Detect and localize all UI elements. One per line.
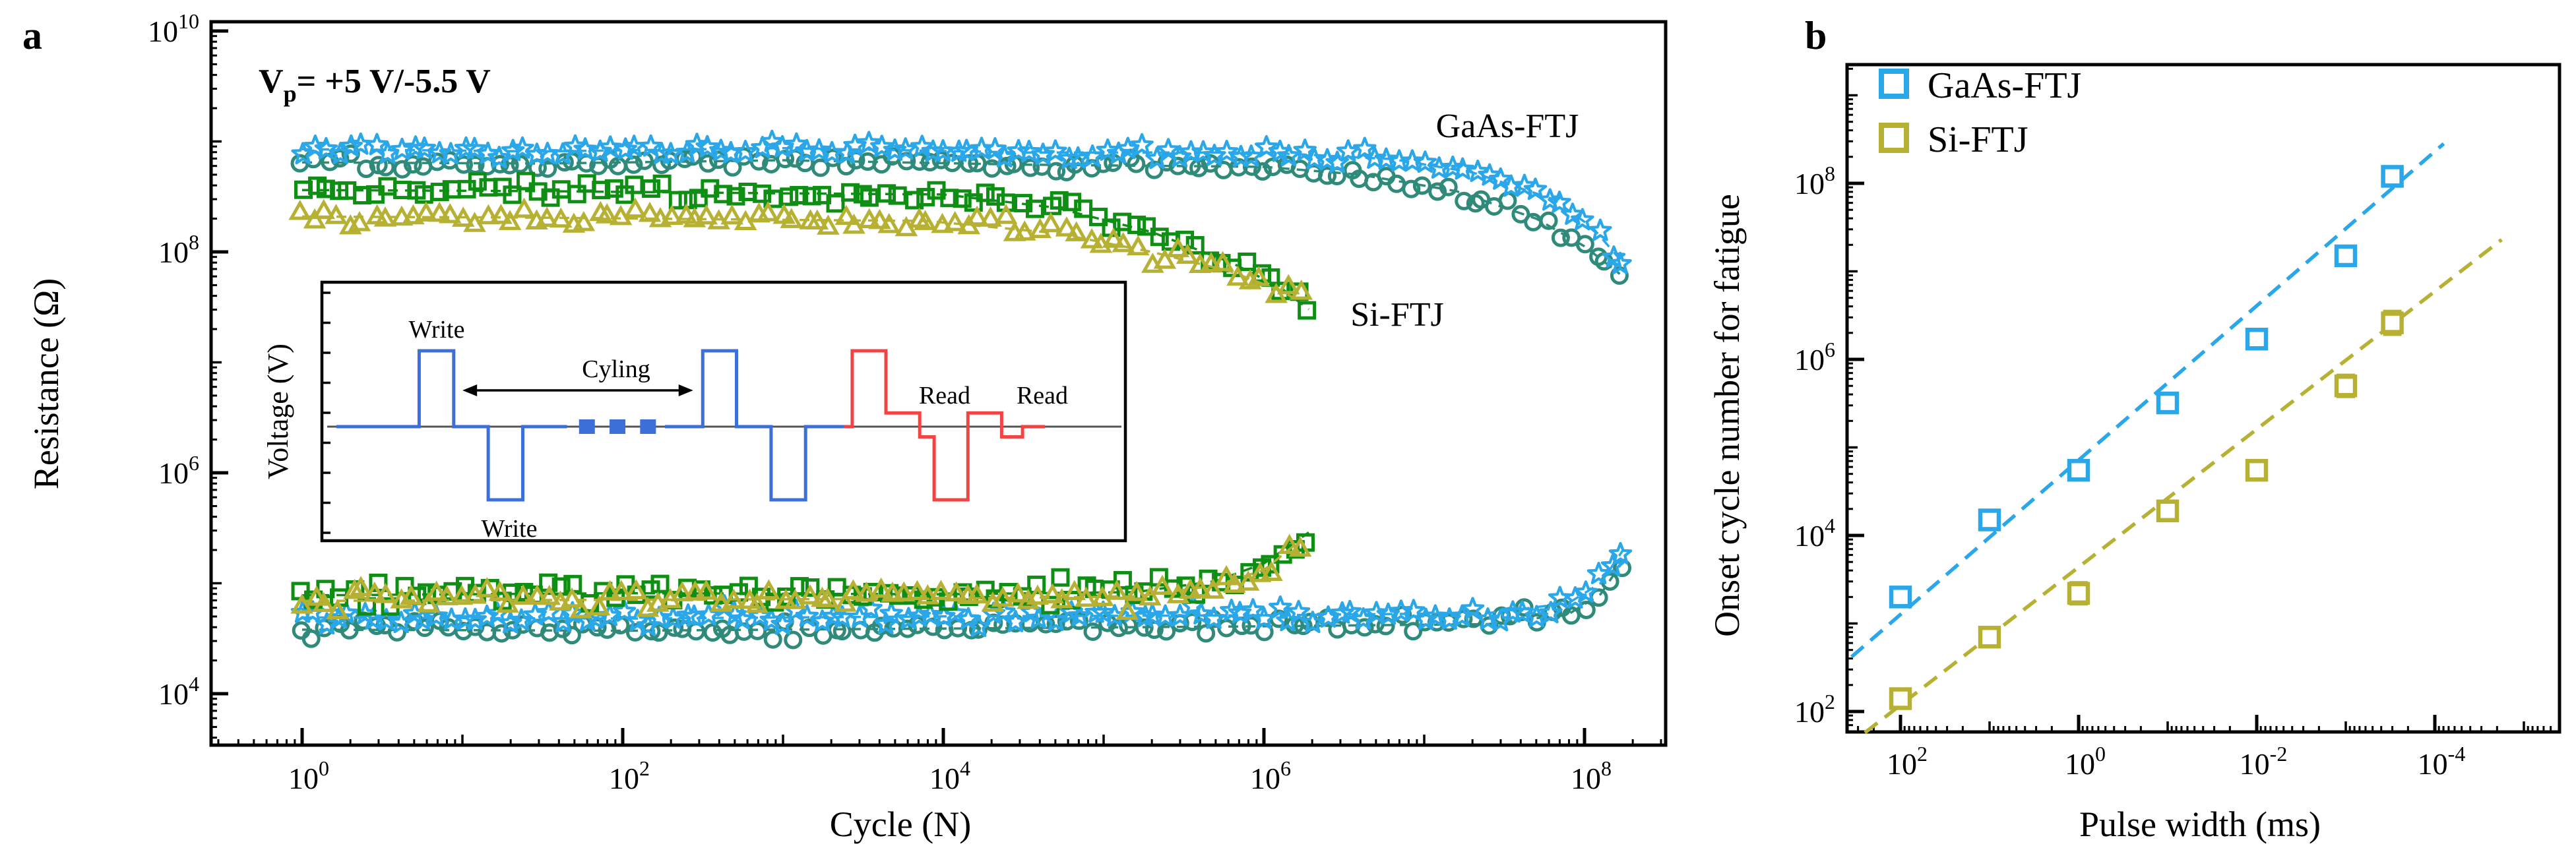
- waveform-continuation-dash: [579, 419, 595, 434]
- fit-line-si-ftj: [1864, 238, 2503, 735]
- si-ftj-curve-label: Si-FTJ: [1350, 296, 1444, 334]
- legend-swatch-gaas-ftj: [1879, 69, 1909, 99]
- legend-label-gaas-ftj: GaAs-FTJ: [1928, 65, 2081, 106]
- tick-label-10e6: 106: [1794, 338, 1835, 377]
- waveform-continuation-dash: [610, 419, 626, 434]
- data-point: [2334, 374, 2358, 398]
- tick-label-10e2: 102: [609, 756, 650, 795]
- data-point: [2381, 165, 2404, 188]
- series-gaas-ftj-hrs-stars-: [291, 129, 1632, 274]
- data-point: [2156, 499, 2180, 523]
- data-point: [2245, 458, 2269, 482]
- gaas-ftj-curve-label: GaAs-FTJ: [1436, 107, 1579, 145]
- data-point: [2381, 311, 2404, 334]
- data-point: [2067, 458, 2090, 482]
- data-point: [1978, 508, 2001, 531]
- panel-b-content: [1850, 142, 2503, 735]
- tick-label-10e2: 102: [1887, 742, 1928, 781]
- generated-chart-layers: 100 102 104 106 108104106108101010-410-21001…: [148, 9, 2561, 795]
- panel-a-y-axis-title: Resistance (Ω): [26, 278, 66, 490]
- data-point: [2245, 327, 2269, 351]
- series-si-ftj-hrs-triangles-: [288, 197, 1313, 303]
- pulse-voltage-annotation: Vp= +5 V/-5.5 V: [259, 63, 491, 107]
- tick-label-10e0: 100: [288, 756, 329, 795]
- tick-label-10e0: 100: [2065, 742, 2106, 781]
- pulse-sequence-inset: [320, 280, 1127, 543]
- panel-b-label: b: [1805, 14, 1827, 57]
- panel-b-axes: 10-4 10-2 100 102 102 104 106 108: [1794, 63, 2561, 781]
- legend-label-si-ftj: Si-FTJ: [1928, 119, 2028, 160]
- tick-label-10e6: 106: [158, 451, 199, 490]
- panel-a-x-axis-title: Cycle (N): [830, 804, 971, 844]
- series-si-ftj-lrs-triangles-: [290, 533, 1312, 620]
- legend-swatch-si-ftj: [1879, 123, 1909, 153]
- read-waveform: [844, 349, 1046, 502]
- tick-label-10e6: 106: [1250, 756, 1291, 795]
- write-cycling-waveform-2: [665, 349, 844, 502]
- tick-label-10e10: 1010: [148, 9, 199, 48]
- panel-b-x-axis-title: Pulse width (ms): [2079, 804, 2321, 844]
- panel-a-label: a: [22, 14, 42, 57]
- fit-line-gaas-ftj: [1850, 142, 2445, 659]
- tick-label-10e-4: 10-4: [2418, 742, 2466, 781]
- panel-a-series: [288, 129, 1633, 650]
- inset-read-1-label: Read: [919, 382, 970, 409]
- tick-label-10e4: 104: [929, 756, 970, 795]
- tick-label-10e8: 108: [1794, 162, 1835, 200]
- data-point: [1889, 586, 1912, 609]
- onset-series-si-ftj: [1889, 309, 2404, 710]
- write-cycling-waveform-1: [336, 349, 567, 502]
- panel-b-y-axis-title: Onset cycle number for fatigue: [1707, 194, 1747, 637]
- panel-a-axes: 100 102 104 106 108 104 106 108 1010: [148, 9, 1668, 795]
- onset-series-gaas-ftj: [1889, 165, 2404, 609]
- inset-write-positive-label: Write: [409, 316, 465, 344]
- tick-label-10e4: 104: [158, 672, 199, 711]
- tick-label-10e2: 102: [1794, 690, 1835, 729]
- tick-label-10e8: 108: [1571, 756, 1612, 795]
- series-si-ftj-hrs-squares-: [294, 171, 1317, 320]
- inset-y-axis-title: Voltage (V): [262, 344, 294, 479]
- tick-label-10e-2: 10-2: [2240, 742, 2288, 781]
- data-point: [2334, 244, 2358, 268]
- data-point: [2156, 391, 2180, 415]
- inset-write-negative-label: Write: [482, 515, 538, 543]
- data-point: [2067, 582, 2090, 605]
- inset-read-2-label: Read: [1017, 382, 1068, 409]
- data-point: [1889, 687, 1912, 710]
- waveform-continuation-dash: [640, 419, 656, 434]
- tick-label-10e4: 104: [1794, 514, 1835, 553]
- inset-cycling-label: Cyling: [582, 355, 650, 383]
- panel-a-axes-frame: [209, 20, 1668, 747]
- tick-label-10e8: 108: [158, 230, 199, 269]
- data-point: [1978, 625, 2001, 649]
- panel-b-axes-frame: [1845, 63, 2561, 734]
